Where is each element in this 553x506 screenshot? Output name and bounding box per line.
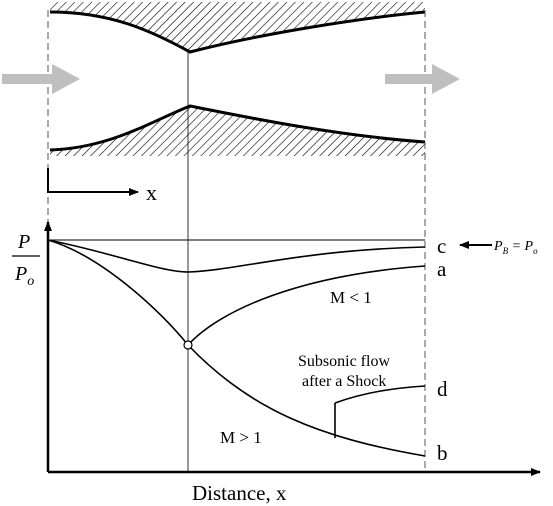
back-pressure-label: PB = Po <box>493 239 538 256</box>
x-label: Distance, x <box>192 481 287 505</box>
upper-wall <box>49 10 426 54</box>
curve-label-d: d <box>437 377 448 401</box>
nozzle: x <box>2 2 460 470</box>
curve-d <box>334 385 426 404</box>
curve-a <box>187 265 426 346</box>
curve-label-c: c <box>437 234 446 258</box>
shock-note-line2: after a Shock <box>302 373 386 390</box>
curve-label-a: a <box>437 257 447 281</box>
subsonic-mach-label: M < 1 <box>330 288 372 307</box>
y-label-denominator: Po <box>14 263 34 289</box>
x-axis-label: x <box>146 180 157 205</box>
y-label-numerator: P <box>17 231 30 253</box>
inlet-flow-arrow-icon <box>2 64 80 94</box>
curve-label-b: b <box>437 441 448 465</box>
curve-b <box>47 239 426 457</box>
sonic-point-marker <box>183 340 193 350</box>
supersonic-mach-label: M > 1 <box>220 428 262 447</box>
shock-note-line1: Subsonic flow <box>298 353 390 370</box>
outlet-flow-arrow-icon <box>385 64 460 94</box>
curve-c <box>47 239 426 273</box>
lower-wall <box>49 104 426 152</box>
pressure-plot: P Po Distance, x c a d b M < 1 M > 1 Sub… <box>12 52 541 505</box>
upper-wall-hatch <box>50 2 425 52</box>
lower-wall-hatch <box>50 106 425 156</box>
